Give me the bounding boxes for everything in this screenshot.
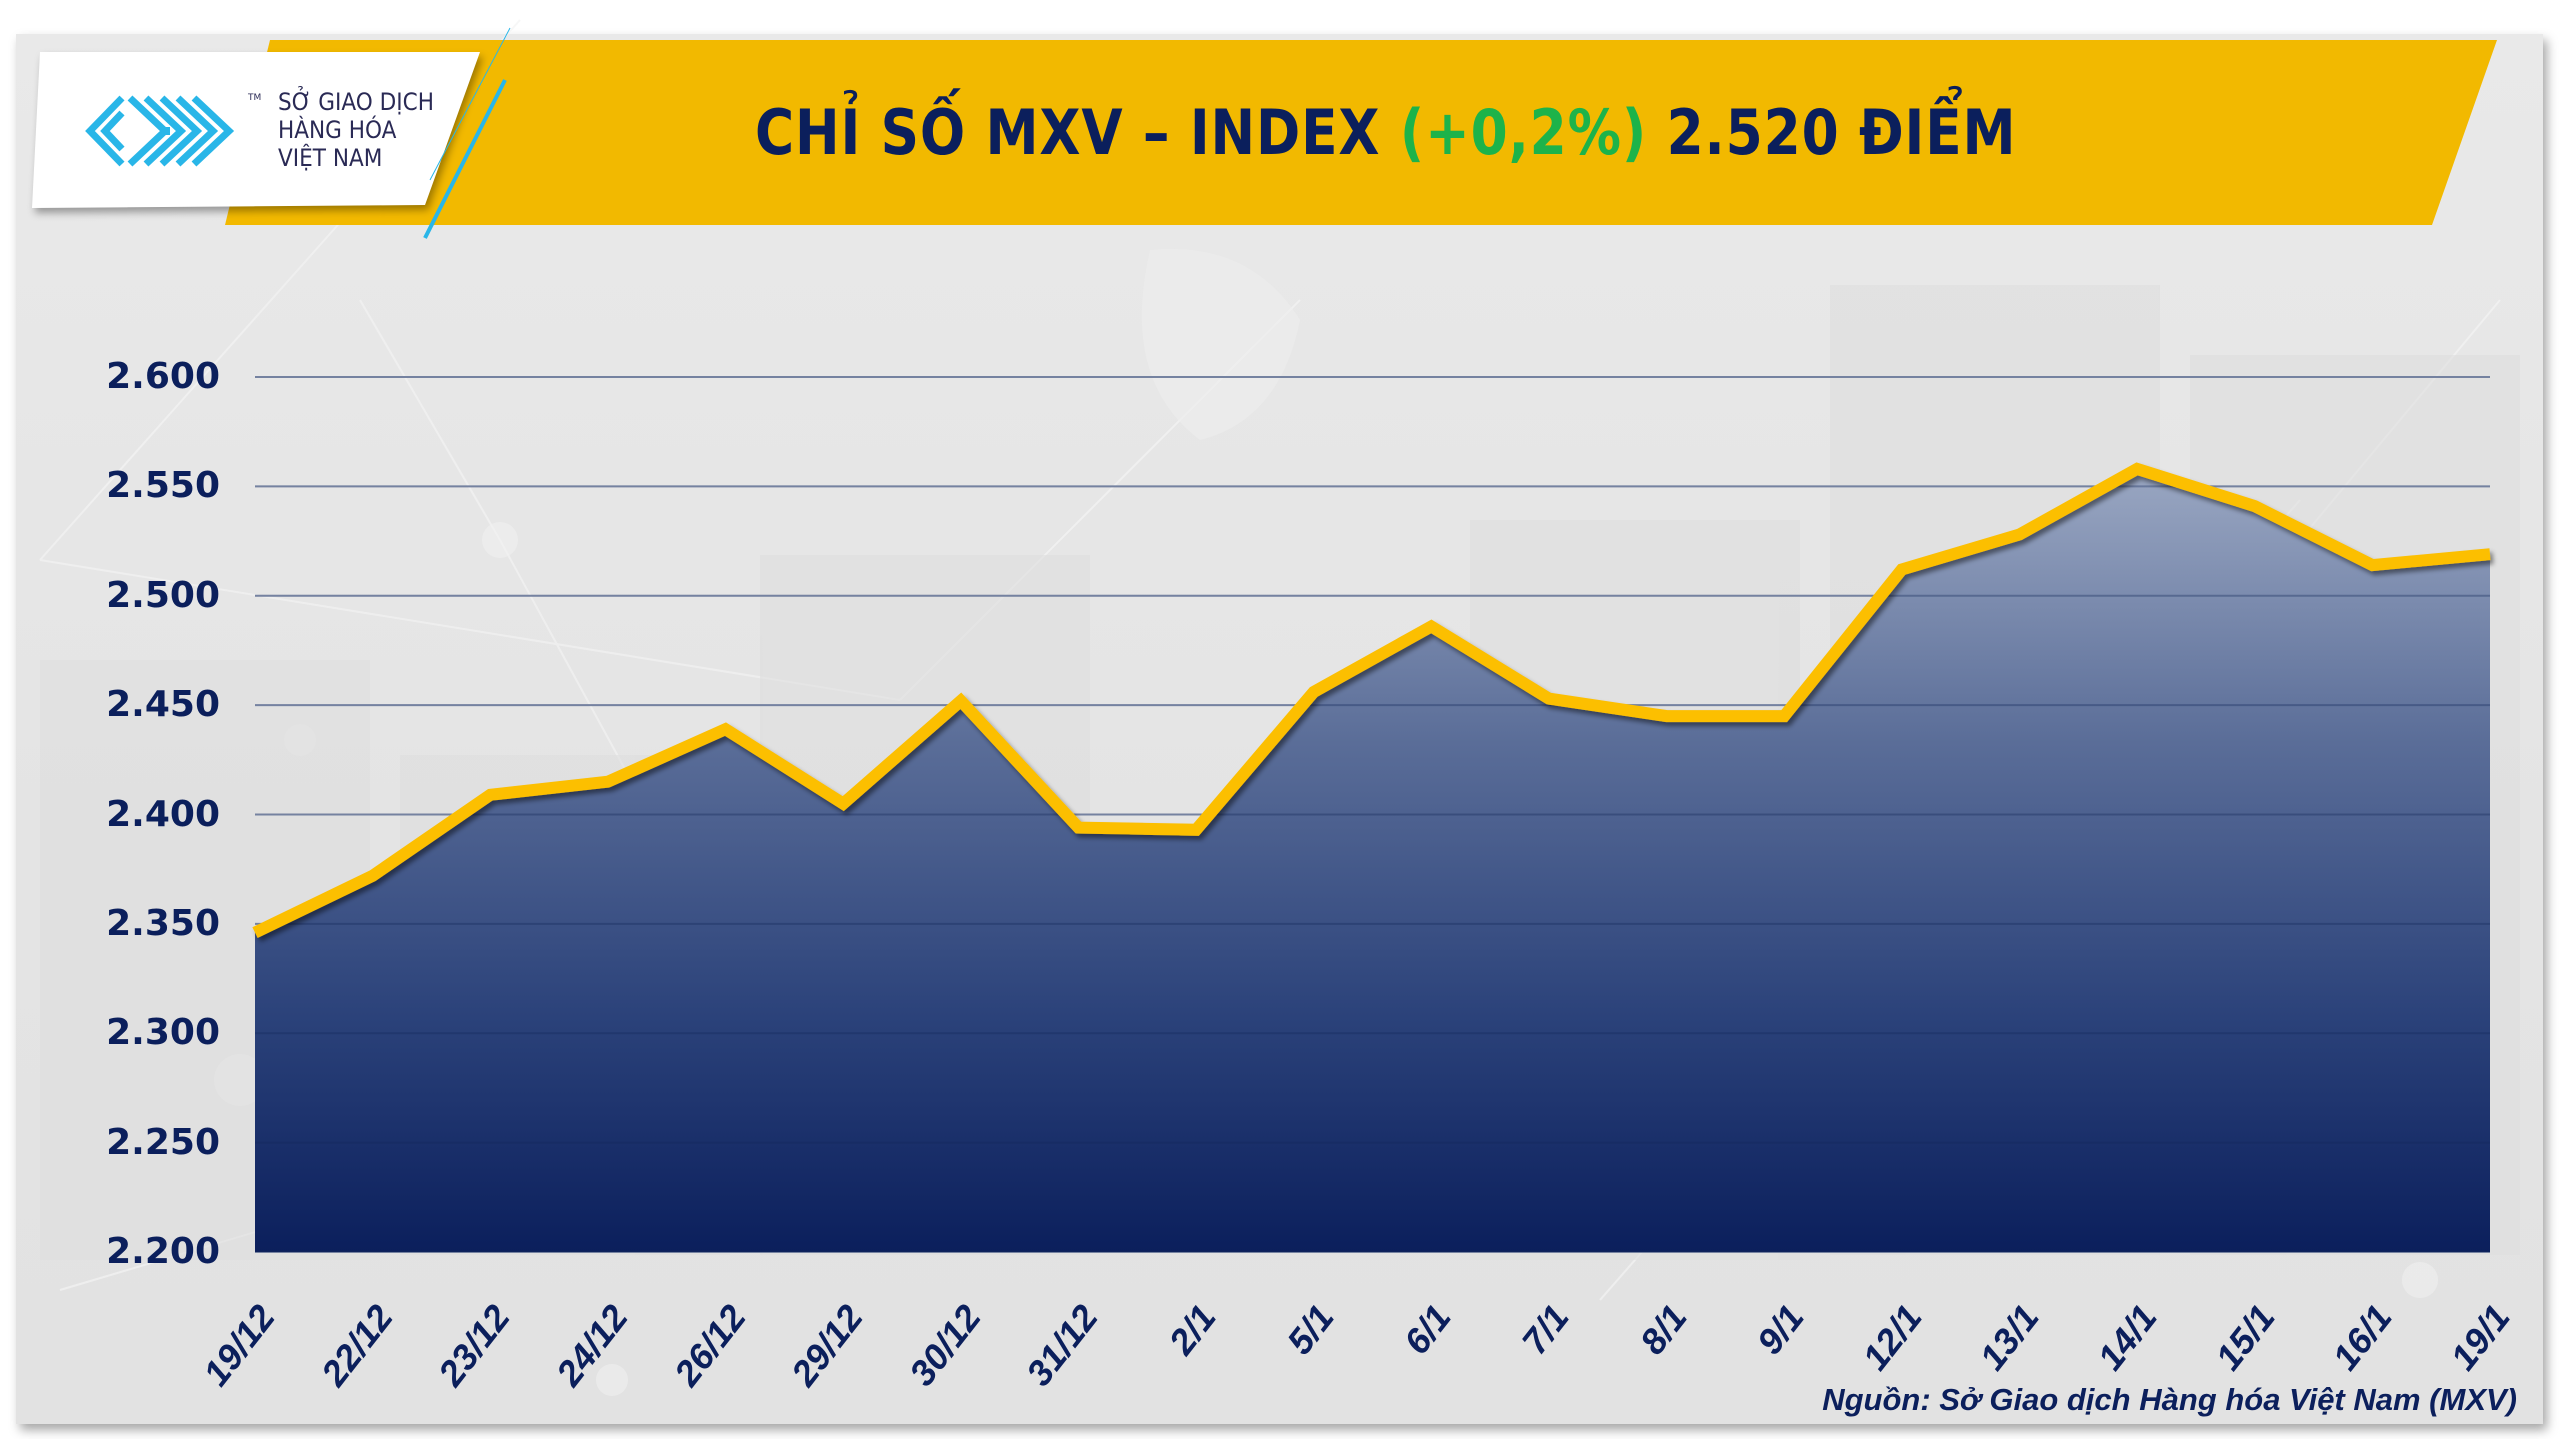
accent-stripe	[423, 79, 507, 239]
logo-line-1: SỞ GIAO DỊCH	[278, 88, 435, 116]
area-fill	[255, 468, 2490, 1252]
y-tick-label: 2.550	[106, 465, 220, 507]
logo-line-3: VIỆT NAM	[278, 144, 383, 172]
title-change-percent: (+0,2%)	[1399, 96, 1648, 169]
logo-text: SỞ GIAO DỊCH HÀNG HÓA VIỆT NAM	[278, 88, 434, 172]
y-gridlines-overlay	[255, 376, 2490, 1253]
logo-panel	[32, 52, 480, 208]
y-tick-label: 2.400	[106, 793, 220, 835]
y-tick-label: 2.600	[106, 356, 220, 397]
chart-title: CHỈ SỐ MXV – INDEX (+0,2%) 2.520 ĐIỂM	[755, 88, 2016, 178]
y-tick-label: 2.350	[106, 902, 220, 944]
source-note: Nguồn: Sở Giao dịch Hàng hóa Việt Nam (M…	[1822, 1382, 2517, 1417]
y-tick-label: 2.300	[106, 1012, 220, 1054]
title-banner-shape	[225, 40, 2497, 225]
y-tick-label: 2.500	[106, 574, 220, 616]
y-tick-label: 2.200	[106, 1231, 220, 1272]
logo-line-2: HÀNG HÓA	[278, 116, 397, 144]
header-banner	[32, 27, 2497, 239]
accent-thin-line	[429, 27, 511, 181]
title-value: 2.520 ĐIỂM	[1647, 96, 2017, 169]
index-line	[252, 462, 2491, 939]
trademark-mark: TM	[248, 93, 262, 103]
mxv-maze-logo-icon	[85, 95, 235, 167]
y-tick-label: 2.450	[106, 684, 220, 726]
title-prefix: CHỈ SỐ MXV – INDEX	[755, 96, 1400, 169]
y-tick-label: 2.250	[106, 1121, 220, 1163]
